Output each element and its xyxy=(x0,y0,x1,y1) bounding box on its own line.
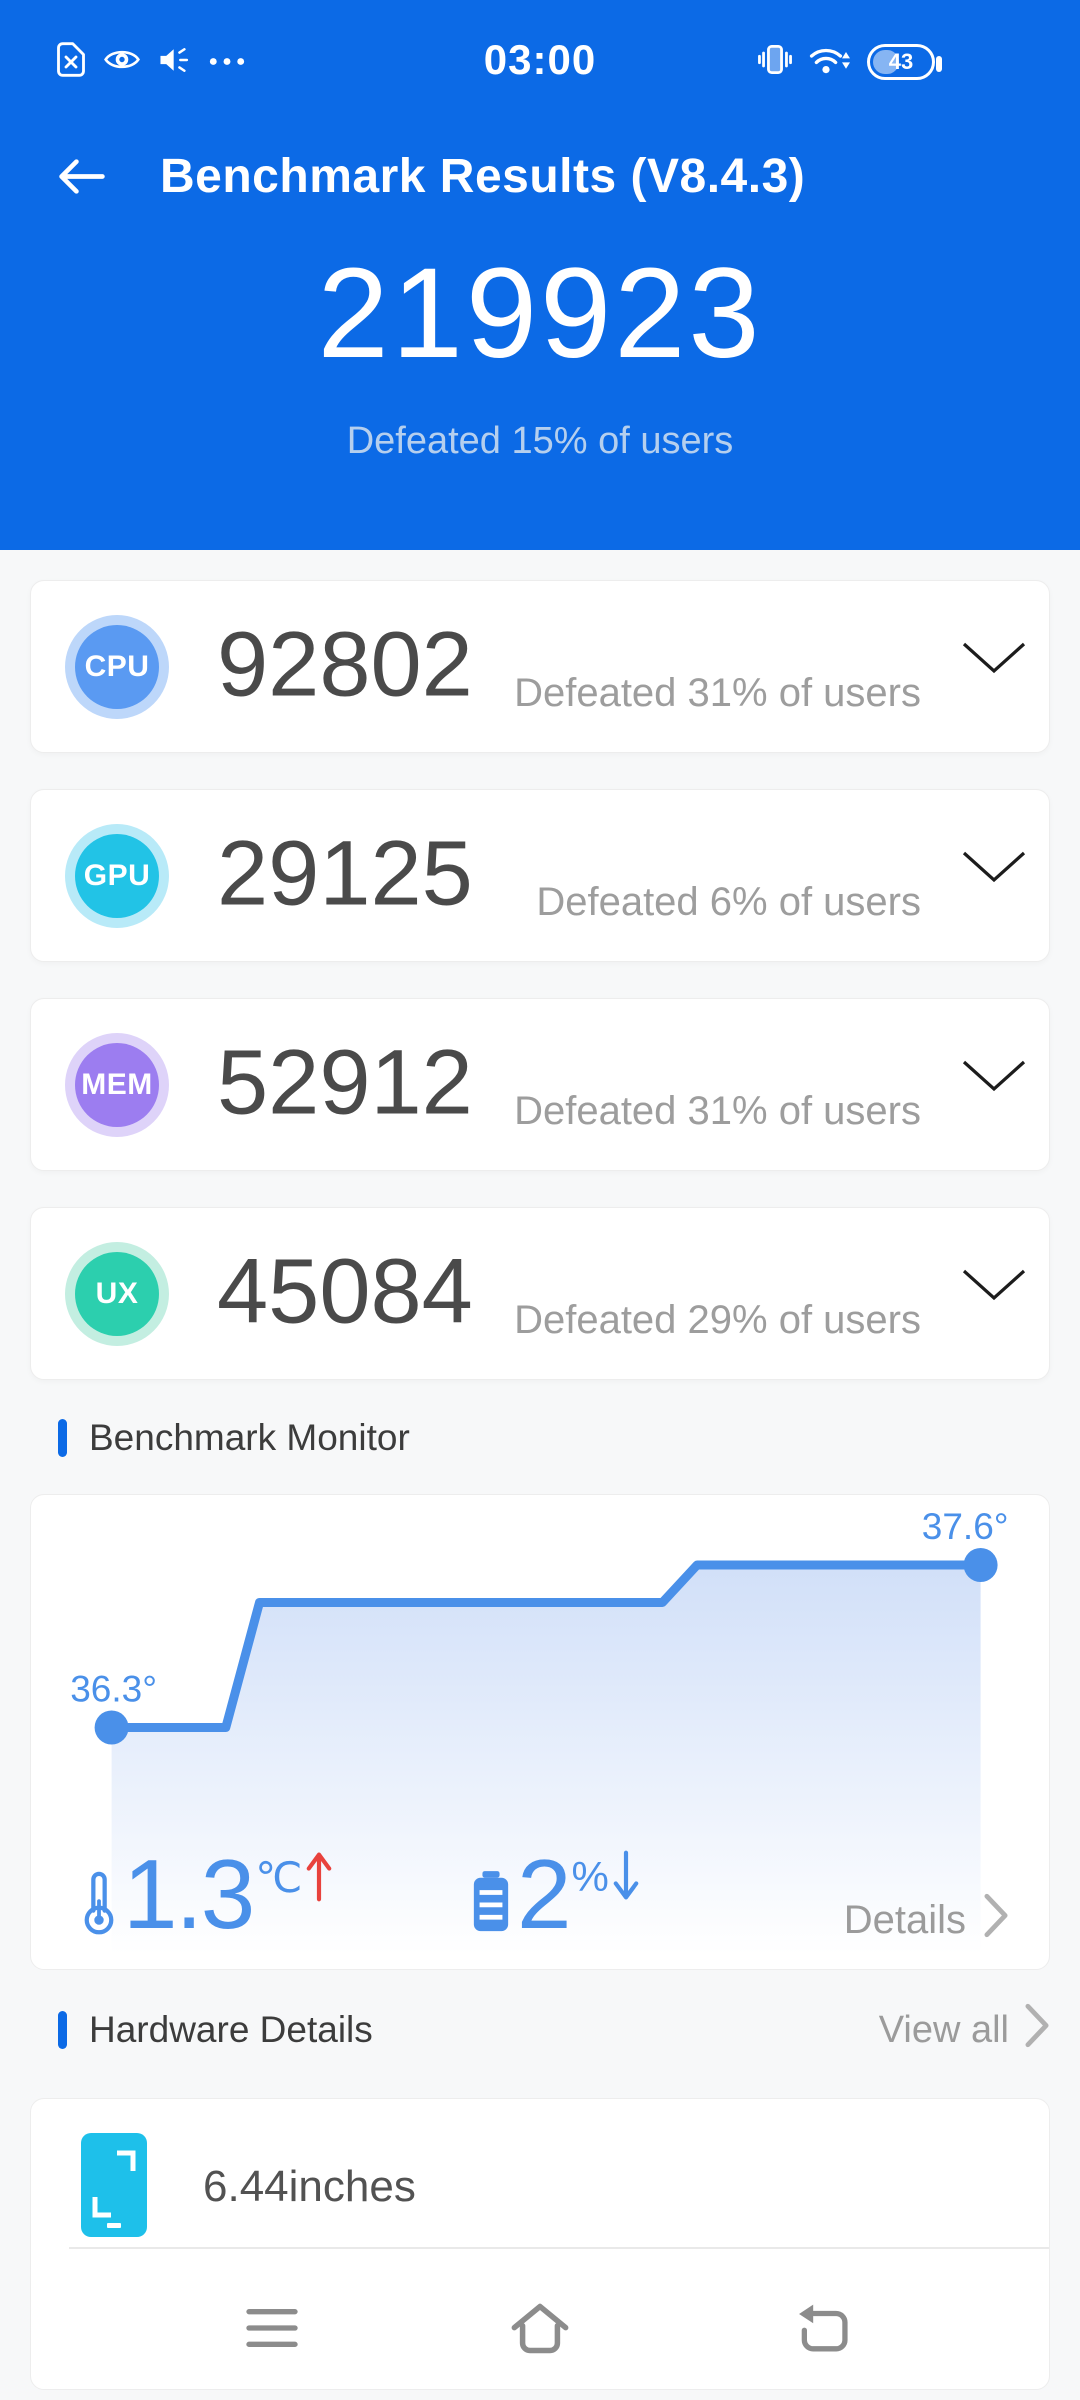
chevron-right-icon xyxy=(1025,2003,1050,2058)
gpu-score-card[interactable]: GPU 29125 Defeated 6% of users xyxy=(30,789,1050,962)
title-row: Benchmark Results (V8.4.3) xyxy=(56,148,805,204)
thermometer-icon xyxy=(81,1871,117,1942)
section-accent-bar xyxy=(58,1419,67,1457)
chart-line xyxy=(111,1560,981,1732)
screen-size-row[interactable]: 6.44inches xyxy=(31,2099,1049,2239)
gpu-badge-label: GPU xyxy=(75,834,159,918)
status-time: 03:00 xyxy=(483,36,597,83)
battery-delta: 2 xyxy=(517,1839,571,1949)
back-icon[interactable] xyxy=(787,2296,857,2360)
temperature-chart: 36.3° 37.6° xyxy=(70,1506,1009,1953)
total-defeated-text: Defeated 15% of users xyxy=(346,420,734,462)
header: 03:00 43 Benchmark Results (V8.4.3) xyxy=(0,0,1080,550)
gpu-badge: GPU xyxy=(65,824,169,928)
chevron-down-icon[interactable] xyxy=(961,1268,1027,1309)
navigation-bar xyxy=(0,2280,1080,2400)
hardware-card: 6.44inches xyxy=(30,2098,1050,2390)
battery-stat: 2 % xyxy=(471,1839,641,1949)
home-icon[interactable] xyxy=(505,2296,575,2360)
temperature-stat: 1.3 ℃ xyxy=(81,1839,334,1949)
gpu-defeated-text: Defeated 6% of users xyxy=(536,880,921,924)
details-link[interactable]: Details xyxy=(844,1893,1009,1948)
ux-badge: UX xyxy=(65,1242,169,1346)
view-all-link[interactable]: View all xyxy=(879,2003,1050,2058)
battery-icon: 43 xyxy=(867,44,942,80)
chart-start-dot xyxy=(94,1710,129,1745)
view-all-label: View all xyxy=(878,2008,1009,2051)
status-icons-right: 43 xyxy=(757,42,942,82)
arrow-down-icon xyxy=(611,1849,641,1908)
ellipsis-icon xyxy=(209,53,245,71)
page-title: Benchmark Results (V8.4.3) xyxy=(160,149,806,203)
total-score: 219923 xyxy=(317,242,763,385)
battery-level-icon xyxy=(471,1871,511,1939)
chart-area-fill xyxy=(111,1565,981,1953)
back-arrow-icon[interactable] xyxy=(56,156,108,197)
chart-end-label: 37.6° xyxy=(922,1506,1009,1547)
volume-icon xyxy=(158,45,191,80)
hardware-details-title: Hardware Details xyxy=(89,2009,373,2050)
mem-defeated-text: Defeated 31% of users xyxy=(514,1089,921,1133)
battery-unit: % xyxy=(571,1853,609,1900)
hardware-details-section-header: Hardware Details View all xyxy=(58,2003,1050,2052)
mem-badge: MEM xyxy=(65,1033,169,1137)
ux-score: 45084 xyxy=(217,1240,473,1343)
chevron-right-icon xyxy=(984,1893,1009,1948)
benchmark-monitor-card: 36.3° 37.6° 1.3 ℃ 2 % Details xyxy=(30,1494,1050,1970)
screen-size-icon xyxy=(81,2132,147,2242)
chevron-down-icon[interactable] xyxy=(961,850,1027,891)
benchmark-monitor-section-header: Benchmark Monitor xyxy=(58,1416,1050,1460)
chart-start-label: 36.3° xyxy=(70,1669,157,1710)
cpu-defeated-text: Defeated 31% of users xyxy=(514,671,921,715)
menu-icon[interactable] xyxy=(237,2296,307,2360)
vibrate-icon xyxy=(757,43,793,81)
status-bar: 03:00 43 xyxy=(0,0,1080,110)
mem-score: 52912 xyxy=(217,1031,473,1134)
ux-badge-label: UX xyxy=(75,1252,159,1336)
eye-icon xyxy=(104,47,140,77)
screen-size-value: 6.44inches xyxy=(203,2162,416,2211)
arrow-up-icon xyxy=(304,1849,334,1908)
wifi-icon xyxy=(809,44,851,81)
status-icons-left xyxy=(56,42,245,82)
chart-end-dot xyxy=(963,1548,998,1582)
section-accent-bar xyxy=(58,2011,67,2049)
mem-score-card[interactable]: MEM 52912 Defeated 31% of users xyxy=(30,998,1050,1171)
temperature-unit: ℃ xyxy=(255,1854,303,1901)
temperature-delta: 1.3 xyxy=(123,1839,255,1949)
battery-percent: 43 xyxy=(888,49,914,74)
cpu-score: 92802 xyxy=(217,613,473,716)
details-label: Details xyxy=(843,1898,966,1942)
ux-score-card[interactable]: UX 45084 Defeated 29% of users xyxy=(30,1207,1050,1380)
divider xyxy=(69,2247,1049,2249)
ux-defeated-text: Defeated 29% of users xyxy=(514,1298,921,1342)
cpu-badge: CPU xyxy=(65,615,169,719)
battery-fill xyxy=(873,50,900,74)
gpu-score: 29125 xyxy=(217,822,473,925)
cpu-score-card[interactable]: CPU 92802 Defeated 31% of users xyxy=(30,580,1050,753)
score-cards: CPU 92802 Defeated 31% of users GPU 2912… xyxy=(0,550,1080,1380)
battery-nub xyxy=(936,56,942,72)
cpu-badge-label: CPU xyxy=(75,625,159,709)
no-sim-icon xyxy=(56,41,86,83)
benchmark-monitor-title: Benchmark Monitor xyxy=(89,1417,410,1458)
chevron-down-icon[interactable] xyxy=(961,641,1027,682)
mem-badge-label: MEM xyxy=(75,1043,159,1127)
chevron-down-icon[interactable] xyxy=(961,1059,1027,1100)
